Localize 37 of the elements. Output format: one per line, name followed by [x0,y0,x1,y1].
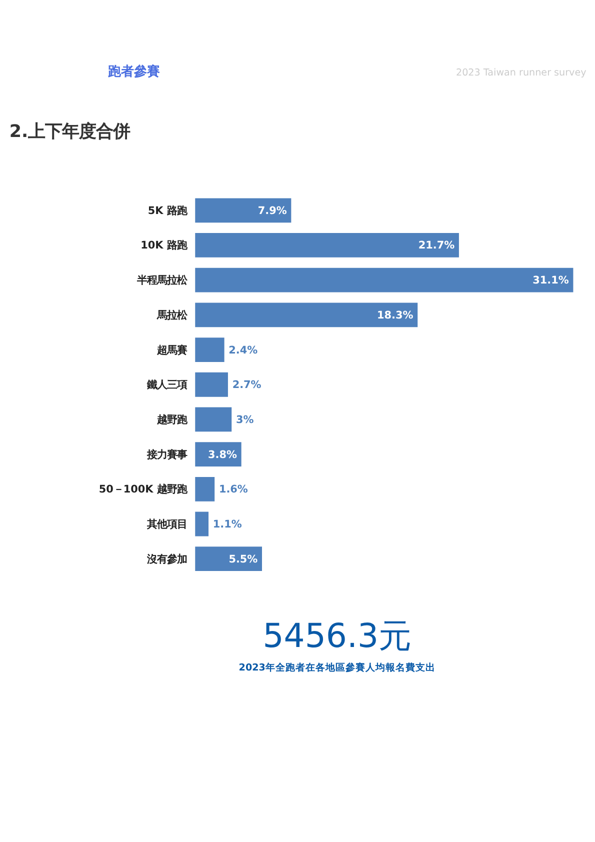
data-label: 7.9% [258,204,288,217]
bar [195,268,574,292]
data-label: 2.4% [228,344,258,356]
y-tick-label: 半程馬拉松 [136,274,188,287]
y-tick-label: 10K 路跑 [140,240,188,252]
y-tick-label: 沒有參加 [146,553,187,566]
y-tick-label: 接力賽事 [146,448,187,461]
bar [195,546,262,572]
chart-title: 2.上下年度合併 [9,122,130,142]
text: 跑者參賽 [107,63,160,80]
bar [195,407,232,432]
data-label: 18.3% [377,309,414,322]
y-tick-label: 馬拉松 [156,309,188,322]
y-tick-label: 鐵人三項 [146,379,187,392]
data-label: 1.6% [218,484,248,496]
y-tick-label: 超馬賽 [156,344,188,356]
data-label: 21.7% [418,240,456,252]
bar [195,512,209,536]
bar [195,442,242,467]
data-label: 3.8% [208,448,238,461]
bar [195,338,224,362]
y-tick-label: 50－100K 越野跑 [98,484,188,496]
y-tick-label: 5K 路跑 [148,204,188,217]
data-label: 31.1% [532,274,570,287]
data-label: 1.1% [212,518,242,530]
bar [195,302,418,328]
data-label: 5.5% [228,553,258,566]
bar [195,372,228,397]
text: 2023年全跑者在各地區參賽人均報名費支出 [238,661,436,674]
y-tick-label: 越野跑 [156,414,188,426]
bar [195,233,459,258]
bar [195,476,215,502]
text: 5456.3元 [262,616,412,655]
data-label: 3% [236,414,254,426]
bar [195,198,292,223]
y-tick-label: 其他項目 [146,518,187,530]
data-label: 2.7% [232,379,262,392]
